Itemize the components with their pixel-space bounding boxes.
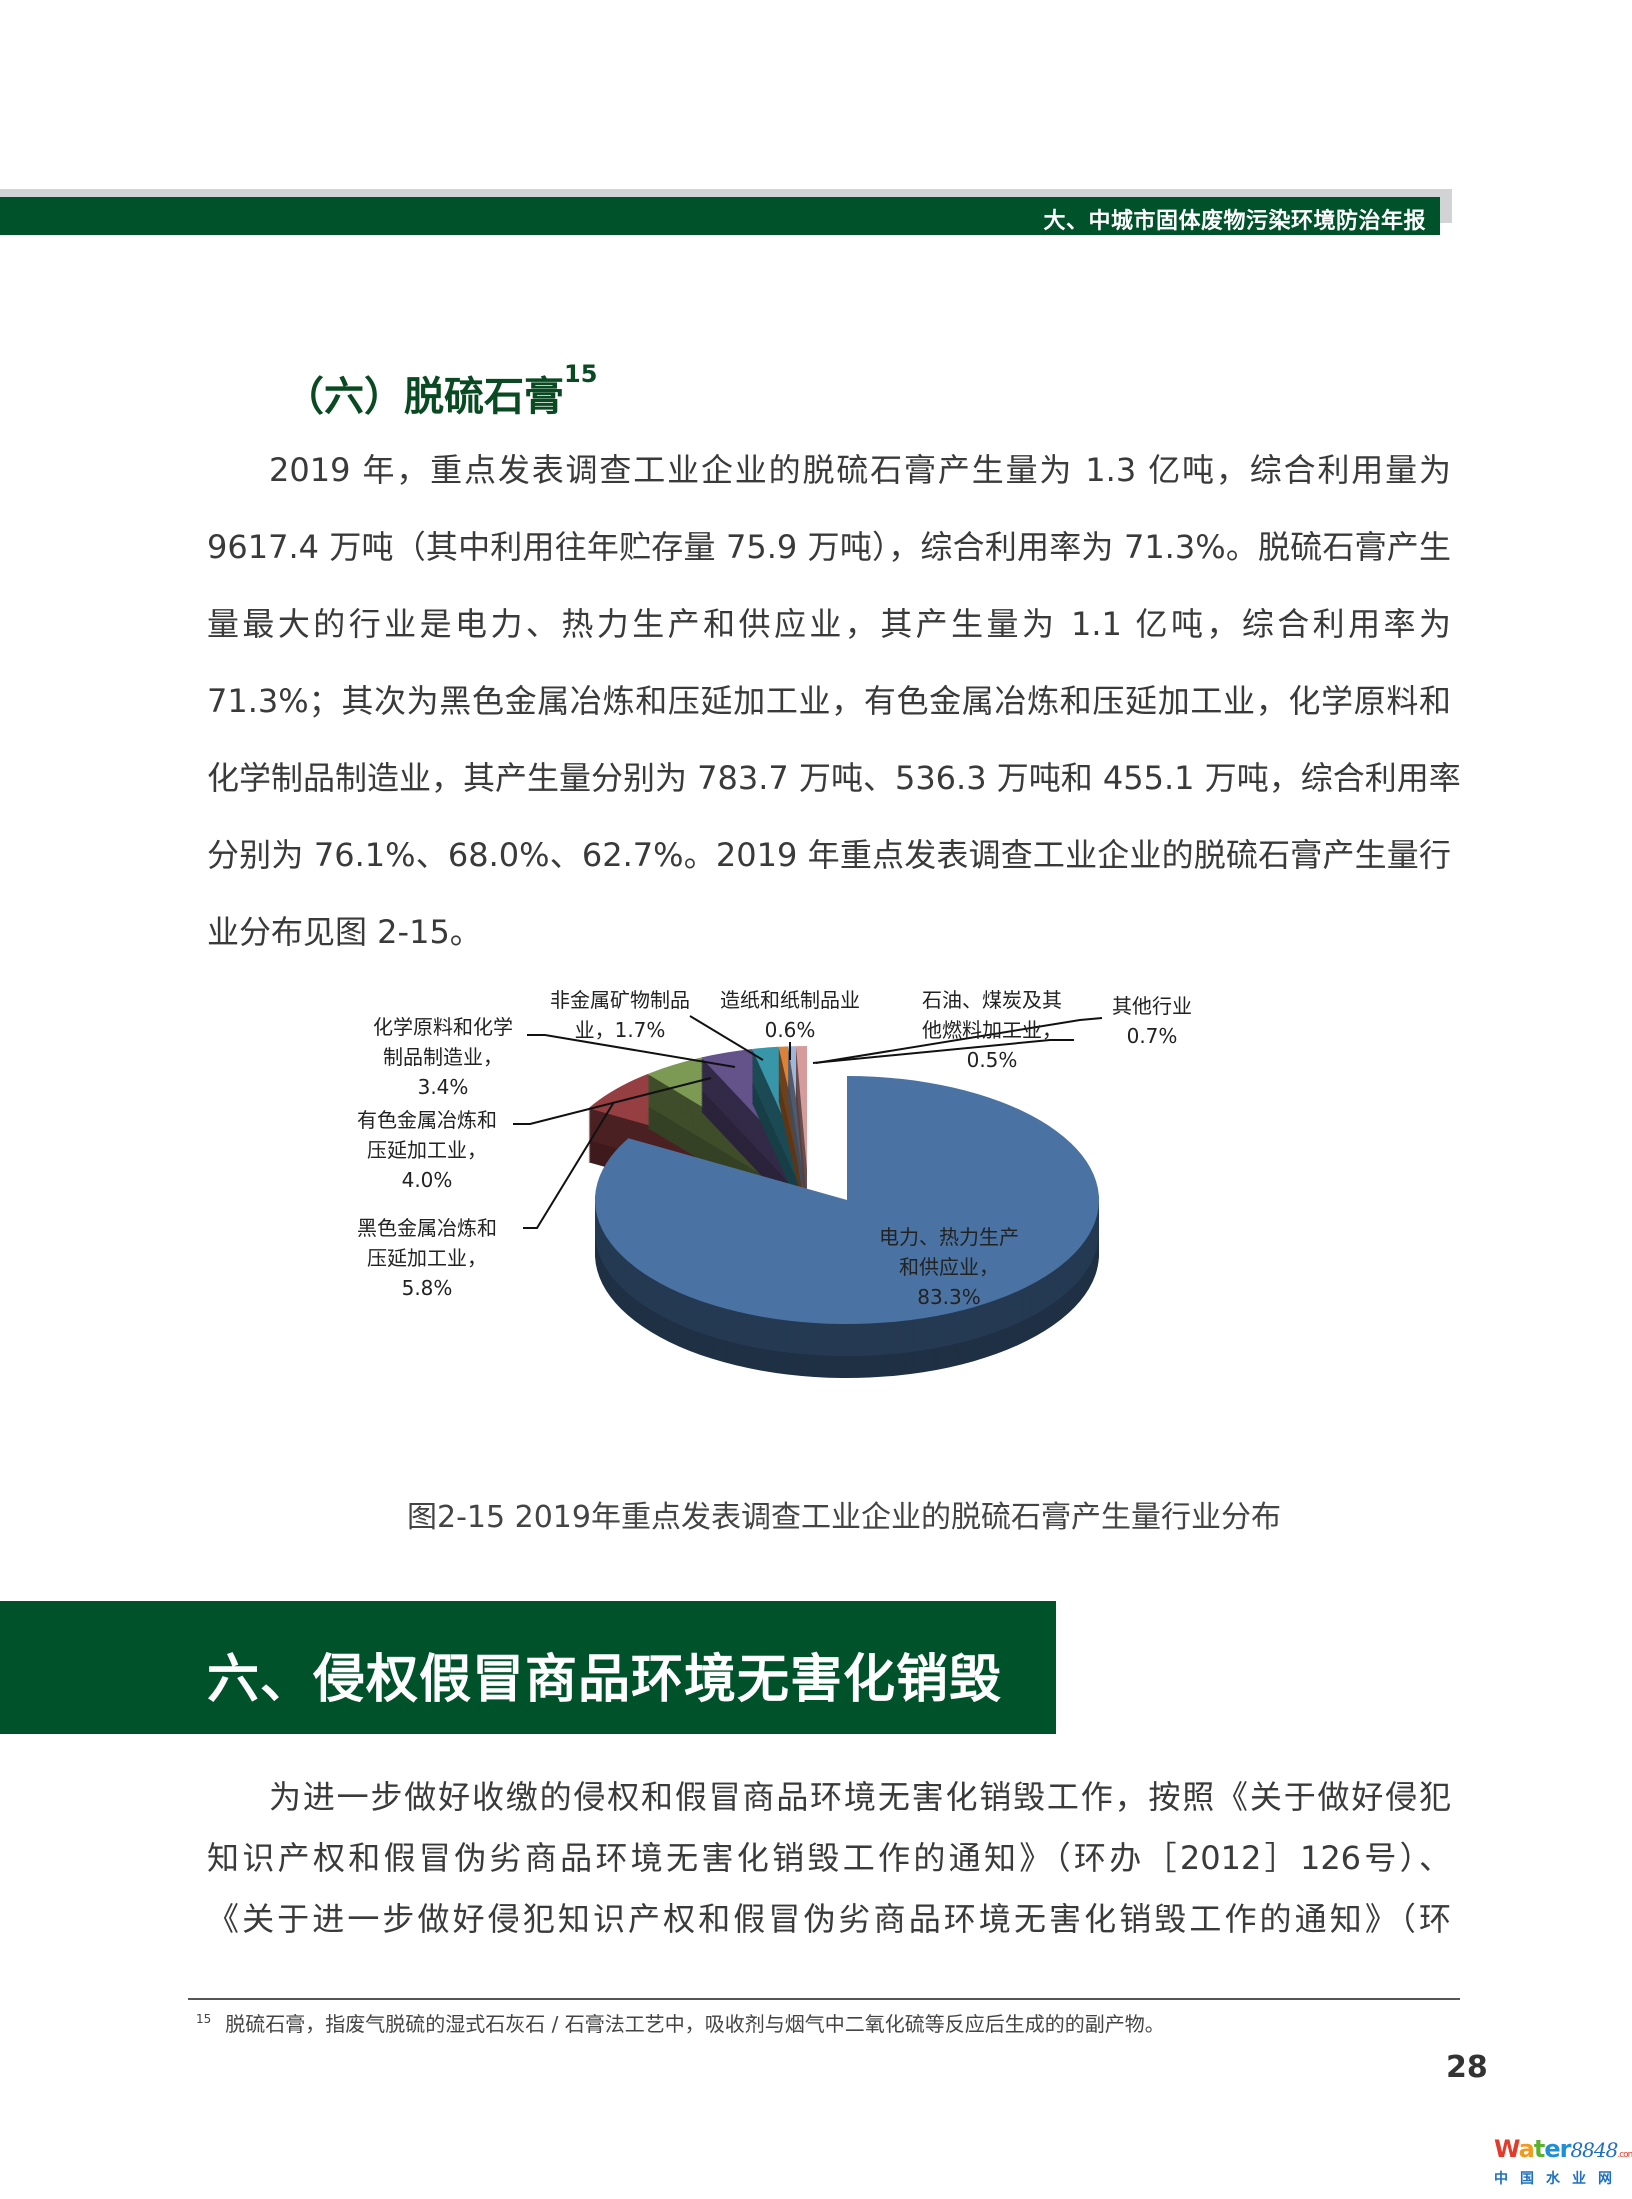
slice-label: 83.3% [917, 1285, 981, 1309]
slice-label: 0.5% [967, 1048, 1018, 1072]
slice-label: 黑色金属冶炼和 [357, 1216, 497, 1240]
slice-label: 造纸和纸制品业 [720, 988, 860, 1012]
text-line: 业分布见图 2-15。 [207, 913, 482, 951]
pie-slice-side [788, 1092, 807, 1216]
slice-label: 和供应业， [899, 1255, 999, 1279]
slice-label: 其他行业 [1112, 994, 1192, 1018]
watermark-logo: Water8848.com 中国水业网 [1494, 2135, 1632, 2187]
pie-slice-side [788, 1094, 807, 1218]
section-heading-text: （六）脱硫石膏 [284, 374, 564, 420]
footnote-ref: 15 [564, 360, 598, 388]
section-heading: （六）脱硫石膏15 [284, 360, 597, 422]
header-bar: 大、中城市固体废物污染环境防治年报 [0, 197, 1440, 235]
pie-slice-side [752, 1086, 807, 1210]
slice-label: 有色金属冶炼和 [357, 1108, 497, 1132]
text-line: 9617.4 万吨（其中利用往年贮存量 75.9 万吨），综合利用率为 71.3… [207, 528, 1451, 566]
header-title: 大、中城市固体废物污染环境防治年报 [1043, 209, 1426, 234]
slice-label: 压延加工业， [367, 1138, 487, 1162]
page-number: 28 [1446, 2050, 1488, 2085]
chapter-title: 六、侵权假冒商品环境无害化销毁 [207, 1650, 1003, 1710]
text-line: 《关于进一步做好侵犯知识产权和假冒伪劣商品环境无害化销毁工作的通知》（环 [207, 1900, 1451, 1938]
slice-label: 他燃料加工业， [922, 1018, 1062, 1042]
slice-label: 非金属矿物制品 [550, 988, 690, 1012]
pie-slice-side [778, 1090, 807, 1214]
slice-label: 业，1.7% [575, 1018, 666, 1042]
slice-label: 4.0% [402, 1168, 453, 1192]
pie-slice-side [752, 1080, 807, 1204]
pie-slice-side [778, 1092, 807, 1216]
slice-label: 0.7% [1127, 1024, 1178, 1048]
slice-label: 制品制造业， [383, 1045, 503, 1069]
figure-caption: 图2-15 2019年重点发表调查工业企业的脱硫石膏产生量行业分布 [407, 1500, 1281, 1535]
pie-slice-side [778, 1088, 807, 1212]
leader-line [689, 1015, 764, 1061]
footnote: 15 脱硫石膏，指废气脱硫的湿式石灰石 / 石膏法工艺中，吸收剂与烟气中二氧化硫等… [196, 2008, 1165, 2037]
text-line: 71.3%；其次为黑色金属冶炼和压延加工业，有色金属冶炼和压延加工业，化学原料和 [207, 682, 1451, 720]
pie-slice-side [752, 1084, 807, 1208]
pie-slice-side [788, 1082, 807, 1206]
text-line: 为进一步做好收缴的侵权和假冒商品环境无害化销毁工作，按照《关于做好侵犯 [269, 1778, 1451, 1816]
leader-line [812, 1039, 1074, 1064]
pie-slice-side [788, 1080, 807, 1204]
slice-label: 3.4% [418, 1075, 469, 1099]
pie-slice-side [752, 1074, 807, 1198]
leader-line [815, 1017, 1103, 1064]
chapter-banner: 六、侵权假冒商品环境无害化销毁 [0, 1601, 1056, 1734]
leader-line [523, 1101, 615, 1229]
pie-slice-side [752, 1088, 807, 1212]
paragraph-counterfeit: 为进一步做好收缴的侵权和假冒商品环境无害化销毁工作，按照《关于做好侵犯 知识产权… [207, 1767, 1451, 1950]
pie-slice-side [788, 1084, 807, 1208]
slice-label: 0.6% [765, 1018, 816, 1042]
slice-label: 5.8% [402, 1276, 453, 1300]
pie-slice-top [595, 1076, 1100, 1324]
pie-slice-side [788, 1088, 807, 1212]
footnote-divider [188, 1998, 1460, 2000]
text-line: 2019 年，重点发表调查工业企业的脱硫石膏产生量为 1.3 亿吨，综合利用量为 [269, 451, 1451, 489]
text-line: 量最大的行业是电力、热力生产和供应业，其产生量为 1.1 亿吨，综合利用率为 [207, 605, 1451, 643]
pie-slice-top [795, 1046, 807, 1170]
pie-slice-side [752, 1072, 807, 1196]
paragraph-desulfurization: 2019 年，重点发表调查工业企业的脱硫石膏产生量为 1.3 亿吨，综合利用量为… [207, 432, 1461, 971]
pie-slice [594, 1076, 1100, 1378]
slice-label: 石油、煤炭及其 [922, 988, 1062, 1012]
leader-line [527, 1034, 736, 1068]
slice-label: 压延加工业， [367, 1246, 487, 1270]
footnote-number: 15 [196, 2012, 212, 2027]
pie-slice-side [778, 1086, 807, 1210]
pie-slice-side [752, 1078, 807, 1202]
slice-label: 化学原料和化学 [373, 1015, 513, 1039]
footnote-text: 脱硫石膏，指废气脱硫的湿式石灰石 / 石膏法工艺中，吸收剂与烟气中二氧化硫等反应… [225, 2012, 1165, 2036]
pie-slice-side [752, 1082, 807, 1206]
pie-slice-side [752, 1076, 807, 1200]
pie-slice [795, 1046, 807, 1224]
pie-slice-side [788, 1086, 807, 1210]
pie-slice-side [788, 1090, 807, 1214]
text-line: 知识产权和假冒伪劣商品环境无害化销毁工作的通知》（环办［2012］126号）、 [207, 1839, 1451, 1877]
pie-slice-side [752, 1090, 807, 1214]
leader-line [513, 1077, 712, 1125]
text-line: 分别为 76.1%、68.0%、62.7%。2019 年重点发表调查工业企业的脱… [207, 836, 1451, 874]
pie-chart: 电力、热力生产和供应业， 83.3% 黑色金属冶炼和压延加工业， 5.8% 有色金属冶炼… [357, 988, 1192, 1378]
text-line: 化学制品制造业，其产生量分别为 783.7 万吨、536.3 万吨和 455.1… [207, 759, 1461, 797]
pie-slice-side [788, 1078, 807, 1202]
slice-label: 电力、热力生产 [879, 1225, 1019, 1249]
